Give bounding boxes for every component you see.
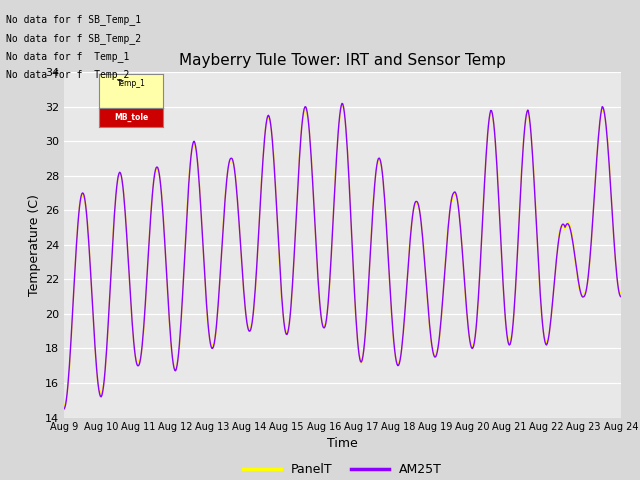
X-axis label: Time: Time — [327, 437, 358, 450]
Text: Temp_1: Temp_1 — [116, 79, 146, 88]
Legend: PanelT, AM25T: PanelT, AM25T — [238, 458, 447, 480]
Y-axis label: Temperature (C): Temperature (C) — [28, 194, 41, 296]
Text: No data for f  Temp_1: No data for f Temp_1 — [6, 51, 130, 62]
Text: MB_tole: MB_tole — [114, 113, 148, 122]
Title: Mayberry Tule Tower: IRT and Sensor Temp: Mayberry Tule Tower: IRT and Sensor Temp — [179, 53, 506, 68]
Text: No data for f SB_Temp_1: No data for f SB_Temp_1 — [6, 14, 141, 25]
Text: No data for f SB_Temp_2: No data for f SB_Temp_2 — [6, 33, 141, 44]
Text: No data for f  Temp_2: No data for f Temp_2 — [6, 69, 130, 80]
